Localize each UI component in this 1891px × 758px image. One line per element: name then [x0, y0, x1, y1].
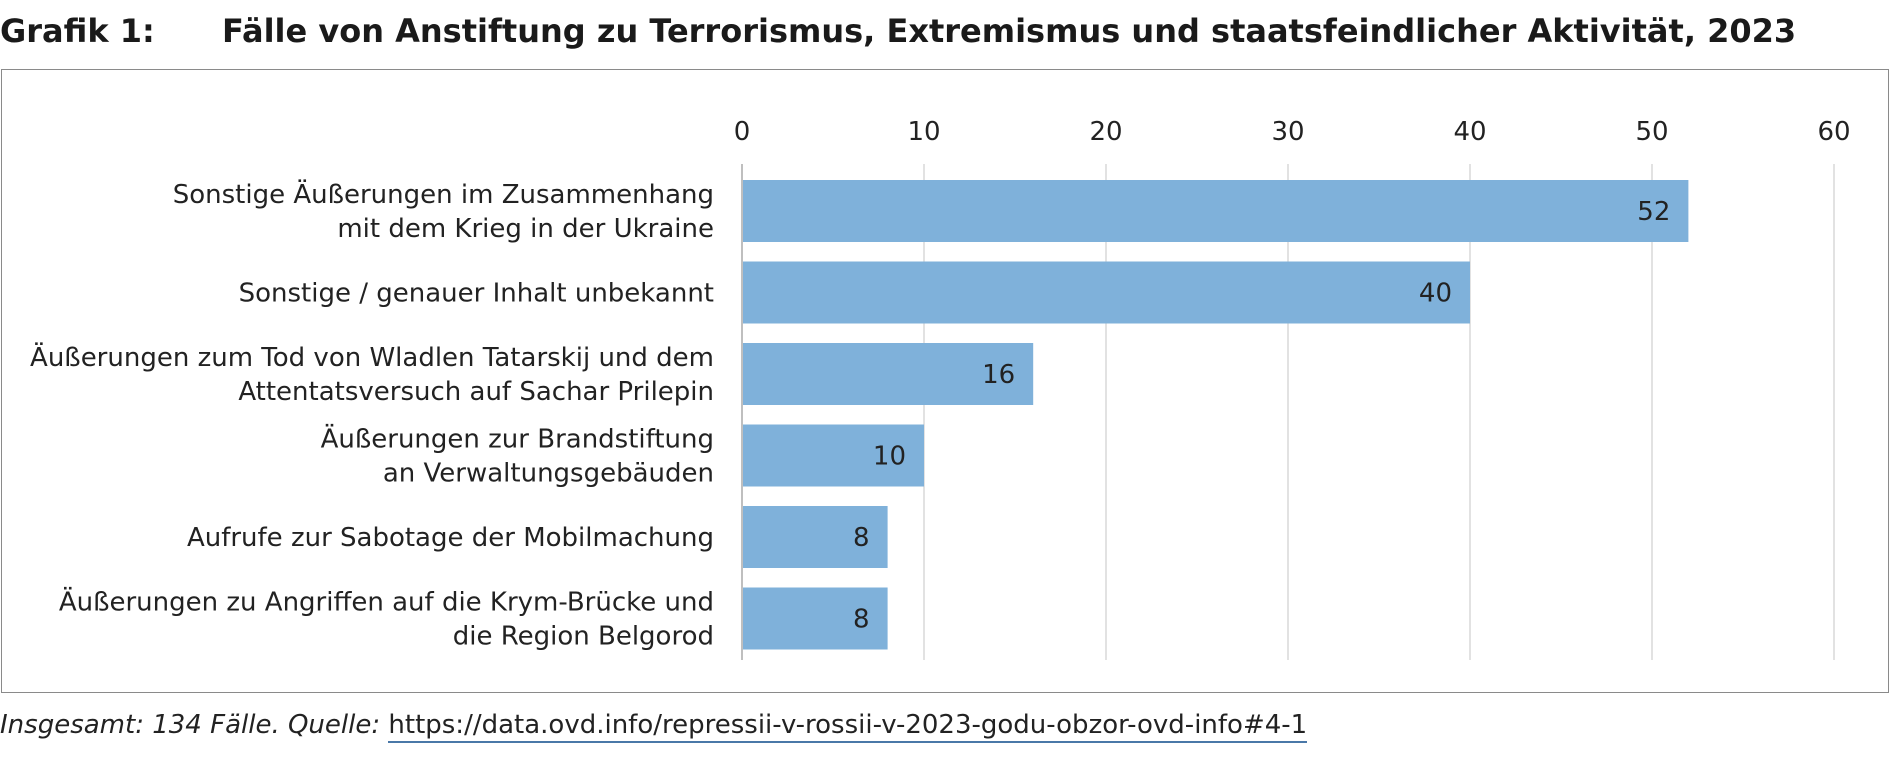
x-tick-label: 10 — [907, 117, 940, 147]
bar — [742, 261, 1470, 324]
x-tick-label: 60 — [1817, 117, 1850, 147]
bar — [742, 180, 1689, 242]
bar — [742, 587, 888, 650]
data-label: 40 — [1419, 279, 1452, 309]
category-label: Sonstige Äußerungen im Zusammenhang mit d… — [173, 178, 714, 244]
source-link[interactable]: https://data.ovd.info/repressii-v-rossii… — [388, 710, 1308, 743]
data-label: 10 — [873, 442, 906, 472]
figure-title: Grafik 1: Fälle von Anstiftung zu Terror… — [0, 6, 1891, 56]
x-tick-label: 0 — [734, 117, 751, 147]
footer-note: Insgesamt: 134 Fälle. Quelle: — [0, 710, 381, 740]
bar — [742, 424, 924, 487]
data-label: 16 — [982, 360, 1015, 390]
figure-title-text: Fälle von Anstiftung zu Terrorismus, Ext… — [222, 12, 1797, 50]
bar-chart: 0 10 20 30 40 50 60 52 Sonstige Äußerungen im Zu… — [30, 117, 1851, 660]
x-tick-label: 20 — [1089, 117, 1122, 147]
category-label: Sonstige / genauer Inhalt unbekannt — [239, 279, 714, 309]
category-label: Aufrufe zur Sabotage der Mobilmachung — [187, 523, 714, 553]
category-label: Äußerungen zur Brandstiftung an Verwaltun… — [321, 423, 714, 489]
x-tick-label: 50 — [1635, 117, 1668, 147]
category-label: Äußerungen zu Angriffen auf die Krym-Brü… — [59, 586, 714, 652]
bar — [742, 343, 1034, 405]
figure-number: Grafik 1: — [0, 12, 155, 50]
chart-frame: 0 10 20 30 40 50 60 52 Sonstige Äußerungen im Zu… — [1, 69, 1889, 693]
x-tick-label: 30 — [1271, 117, 1304, 147]
x-tick-label: 40 — [1453, 117, 1486, 147]
data-label: 52 — [1637, 197, 1670, 227]
category-label: Äußerungen zum Tod von Wladlen Tatarskij… — [30, 341, 714, 407]
bar — [742, 506, 888, 568]
chart-footer: Insgesamt: 134 Fälle. Quelle: https://da… — [0, 710, 1308, 743]
data-label: 8 — [853, 523, 870, 553]
data-label: 8 — [853, 605, 870, 635]
